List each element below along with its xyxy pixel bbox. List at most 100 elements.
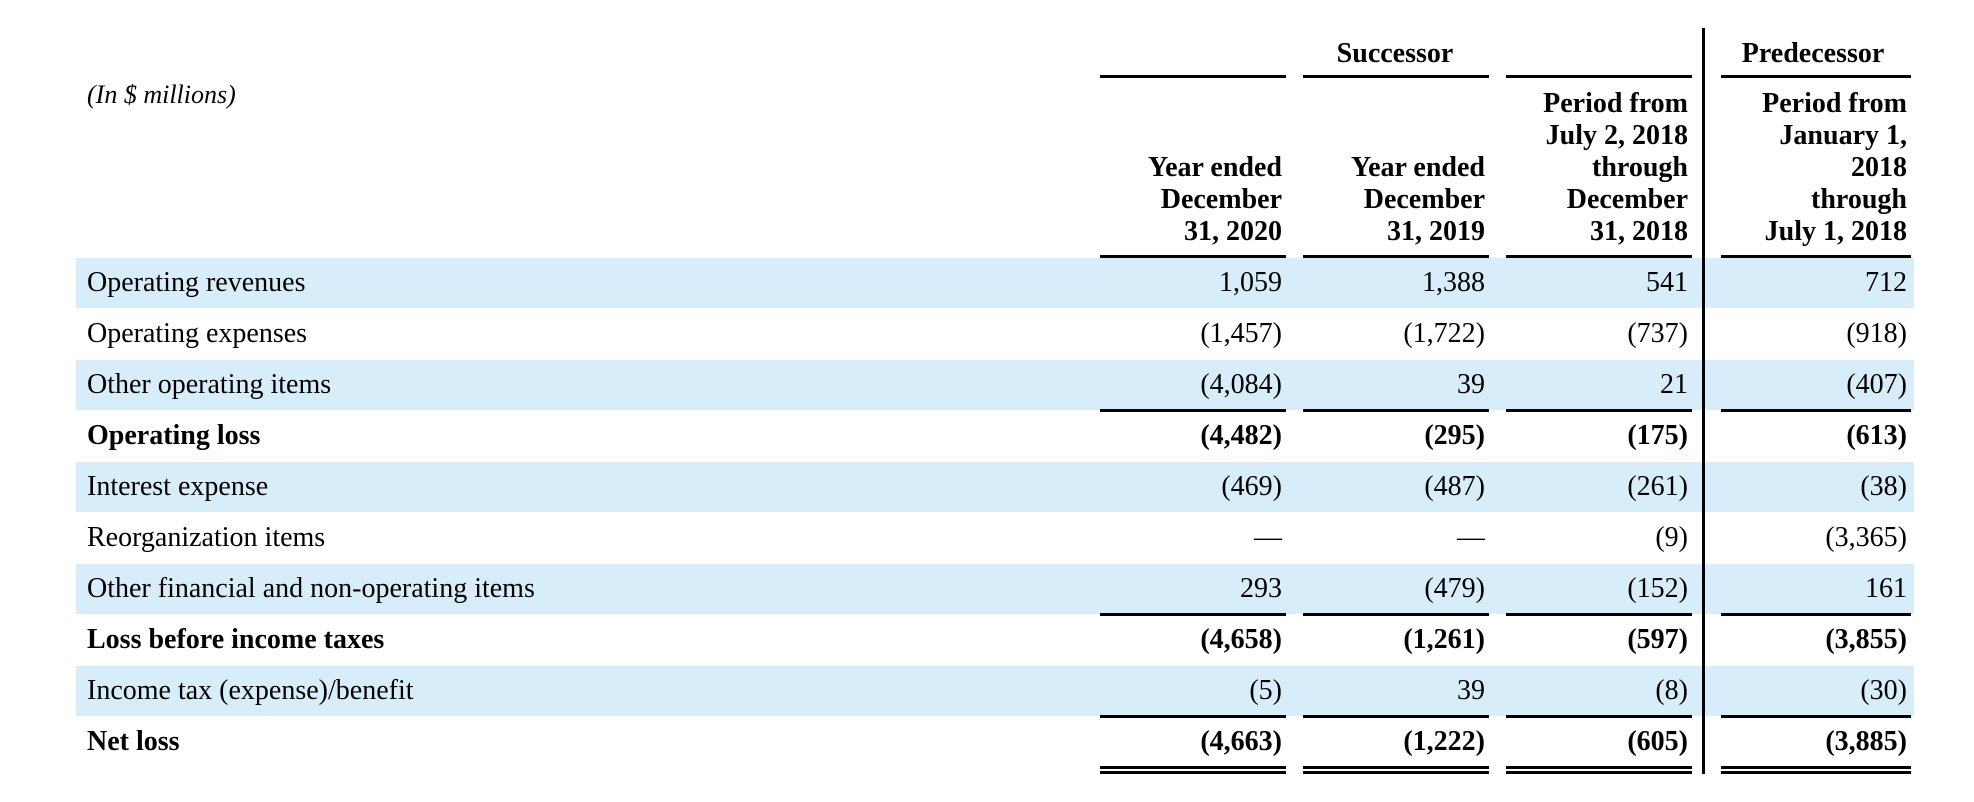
- row-band: [76, 360, 1914, 410]
- row-label: Net loss: [87, 726, 180, 757]
- total-rule: [1303, 766, 1489, 769]
- row-value: (8): [1655, 675, 1688, 706]
- column-header-line: Year ended: [1147, 152, 1282, 183]
- column-header-line: Period from: [1762, 88, 1907, 119]
- row-value: (918): [1846, 318, 1907, 349]
- row-value: (30): [1860, 675, 1907, 706]
- row-value: (4,482): [1200, 420, 1282, 451]
- total-rule: [1506, 766, 1692, 769]
- group-underline: [1506, 75, 1692, 78]
- row-label: Operating expenses: [87, 318, 308, 349]
- column-header-line: December: [1160, 184, 1282, 215]
- column-header-line: Period from: [1543, 88, 1688, 119]
- row-value: (3,855): [1825, 624, 1907, 655]
- subtotal-rule: [1506, 613, 1692, 616]
- row-value: (469): [1221, 471, 1282, 502]
- subtotal-rule: [1506, 409, 1692, 412]
- column-header-line: 2018: [1851, 152, 1907, 183]
- row-label: Reorganization items: [87, 522, 326, 553]
- group-underline: [1100, 75, 1286, 78]
- column-header-2: Year ended December 31, 2019: [1303, 88, 1485, 248]
- subtotal-rule: [1303, 409, 1489, 412]
- row-label: Operating revenues: [87, 267, 306, 298]
- row-value: (3,365): [1825, 522, 1907, 553]
- row-value: 161: [1865, 573, 1907, 604]
- row-value: (295): [1424, 420, 1485, 451]
- subtotal-rule: [1303, 613, 1489, 616]
- total-rule: [1303, 771, 1489, 774]
- row-value: (4,658): [1200, 624, 1282, 655]
- row-value: 1,388: [1422, 267, 1485, 298]
- total-rule: [1100, 771, 1286, 774]
- column-header-line: 31, 2019: [1387, 216, 1485, 247]
- row-value: 712: [1865, 267, 1907, 298]
- total-rule: [1506, 771, 1692, 774]
- column-header-line: January 1,: [1779, 120, 1907, 151]
- row-label: Interest expense: [87, 471, 269, 502]
- row-value: —: [1254, 522, 1282, 553]
- subtotal-rule: [1721, 613, 1911, 616]
- successor-header: Successor: [1336, 38, 1454, 69]
- total-rule: [1100, 766, 1286, 769]
- column-header-line: July 1, 2018: [1764, 216, 1907, 247]
- row-value: (261): [1627, 471, 1688, 502]
- row-label: Other financial and non-operating items: [87, 573, 535, 604]
- row-label: Other operating items: [87, 369, 332, 400]
- row-value: (5): [1249, 675, 1282, 706]
- row-band: [76, 462, 1914, 512]
- units-note: (In $ millions): [87, 80, 236, 109]
- row-label: Loss before income taxes: [87, 624, 385, 655]
- total-rule: [1721, 766, 1911, 769]
- row-value: (3,885): [1825, 726, 1907, 757]
- group-underline: [1303, 75, 1489, 78]
- period-divider: [1702, 28, 1705, 774]
- subtotal-rule: [1100, 613, 1286, 616]
- column-header-line: through: [1592, 152, 1688, 183]
- row-value: (1,722): [1403, 318, 1485, 349]
- subtotal-rule: [1303, 715, 1489, 718]
- row-value: (597): [1627, 624, 1688, 655]
- subtotal-rule: [1721, 715, 1911, 718]
- column-header-underline: [1100, 255, 1286, 258]
- subtotal-rule: [1100, 409, 1286, 412]
- row-value: (407): [1846, 369, 1907, 400]
- row-value: 541: [1646, 267, 1688, 298]
- row-band: [76, 564, 1914, 614]
- row-label: Income tax (expense)/benefit: [87, 675, 414, 706]
- column-header-underline: [1721, 255, 1911, 258]
- row-value: (479): [1424, 573, 1485, 604]
- row-value: (4,663): [1200, 726, 1282, 757]
- row-value: 21: [1660, 369, 1688, 400]
- column-header-underline: [1506, 255, 1692, 258]
- row-value: (613): [1846, 420, 1907, 451]
- column-header-line: Year ended: [1350, 152, 1485, 183]
- row-value: (4,084): [1200, 369, 1282, 400]
- column-header-underline: [1303, 255, 1489, 258]
- row-value: 39: [1457, 675, 1485, 706]
- column-header-1: Year ended December 31, 2020: [1100, 88, 1282, 248]
- row-value: (1,457): [1200, 318, 1282, 349]
- total-rule: [1721, 771, 1911, 774]
- row-value: (605): [1627, 726, 1688, 757]
- row-value: (38): [1860, 471, 1907, 502]
- column-header-line: December: [1363, 184, 1485, 215]
- column-header-3: Period from July 2, 2018 through December 31…: [1506, 88, 1688, 248]
- column-header-4: Period from January 1, 2018 through July 1, …: [1721, 88, 1907, 248]
- row-band: [76, 666, 1914, 716]
- group-underline: [1721, 75, 1911, 78]
- row-value: (152): [1627, 573, 1688, 604]
- predecessor-header: Predecessor: [1741, 38, 1885, 69]
- row-value: 293: [1240, 573, 1282, 604]
- row-value: (1,222): [1403, 726, 1485, 757]
- subtotal-rule: [1506, 715, 1692, 718]
- row-value: (1,261): [1403, 624, 1485, 655]
- row-label: Operating loss: [87, 420, 261, 451]
- column-header-line: July 2, 2018: [1545, 120, 1688, 151]
- row-value: (737): [1627, 318, 1688, 349]
- row-band: [76, 258, 1914, 308]
- column-header-line: December: [1566, 184, 1688, 215]
- row-value: (487): [1424, 471, 1485, 502]
- row-value: —: [1457, 522, 1485, 553]
- column-header-line: 31, 2020: [1184, 216, 1282, 247]
